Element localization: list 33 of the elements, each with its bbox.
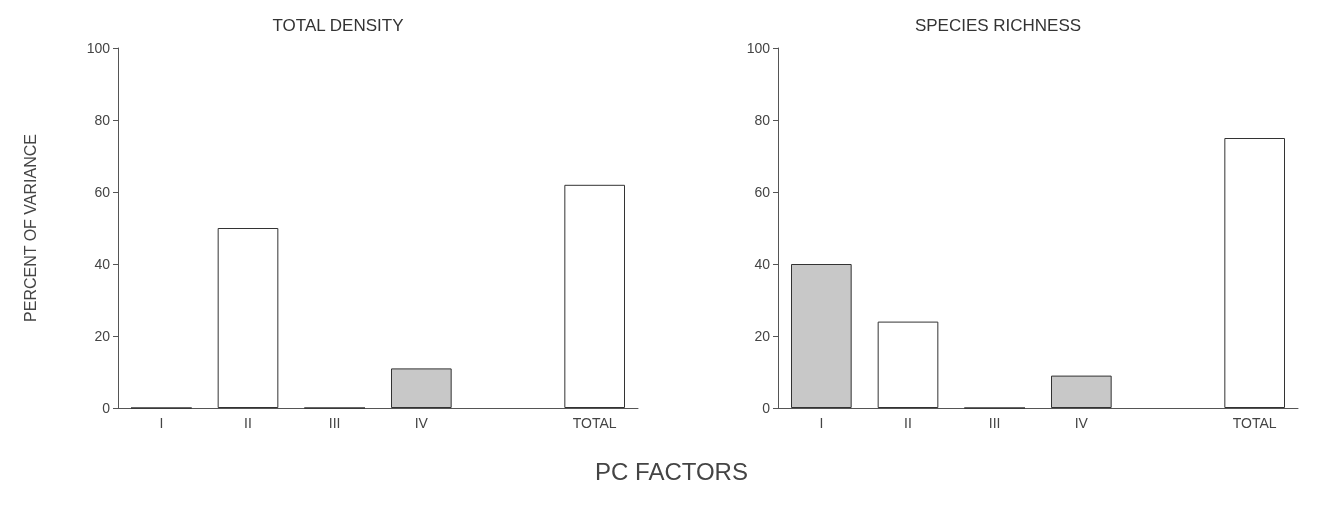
x-tick-label: III <box>988 415 1001 431</box>
chart-title: SPECIES RICHNESS <box>914 16 1082 35</box>
bar <box>391 368 452 408</box>
chart-title: TOTAL DENSITY <box>272 16 404 35</box>
y-tick-label: 60 <box>754 184 771 200</box>
bar <box>564 184 625 408</box>
y-tick-label: 0 <box>762 400 771 416</box>
y-tick-label: 60 <box>94 184 111 200</box>
x-tick-label: TOTAL <box>572 415 617 431</box>
y-tick-label: 40 <box>94 256 111 272</box>
y-tick-label: 80 <box>94 112 111 128</box>
y-tick-label: 20 <box>94 328 111 344</box>
y-tick-label: 40 <box>754 256 771 272</box>
bar <box>791 264 852 408</box>
x-tick-label: II <box>244 415 252 431</box>
x-tick-label: IV <box>1074 415 1089 431</box>
bar <box>877 321 939 408</box>
x-tick-label: I <box>159 415 164 431</box>
bar <box>217 228 279 408</box>
bar <box>1051 375 1112 408</box>
bar <box>1224 138 1285 408</box>
y-axis-title: PERCENT OF VARIANCE <box>21 134 39 322</box>
x-tick-label: IV <box>414 415 429 431</box>
y-tick-label: 20 <box>754 328 771 344</box>
x-tick-label: III <box>328 415 341 431</box>
y-tick-label: 100 <box>86 40 111 56</box>
x-axis-title: PC FACTORS <box>594 458 749 486</box>
y-tick-label: 80 <box>754 112 771 128</box>
x-tick-label: TOTAL <box>1232 415 1277 431</box>
x-tick-label: II <box>904 415 912 431</box>
x-tick-label: I <box>819 415 824 431</box>
y-tick-label: 100 <box>746 40 771 56</box>
y-tick-label: 0 <box>102 400 111 416</box>
